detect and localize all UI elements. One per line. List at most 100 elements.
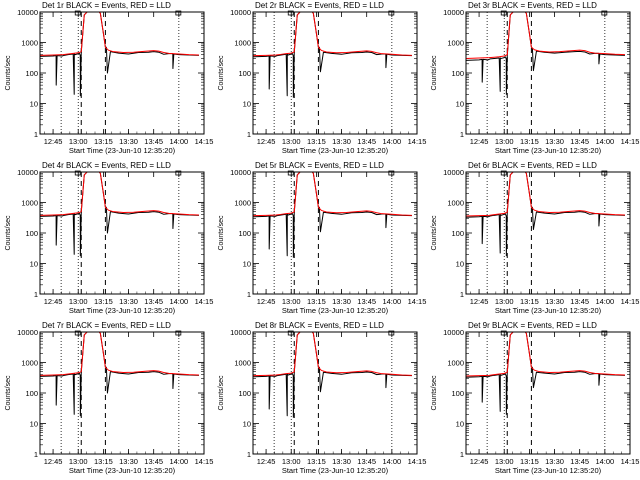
x-tick-label: 14:15 — [408, 137, 427, 146]
y-tick-label: 100 — [451, 69, 464, 78]
marker-box — [287, 10, 294, 16]
y-axis-label: Counts/sec — [431, 375, 438, 411]
y-axis-label: Counts/sec — [218, 215, 225, 251]
series-events — [40, 172, 199, 257]
x-tick-label: 14:15 — [195, 297, 214, 306]
series-lld — [466, 12, 625, 59]
x-tick-label: 14:00 — [382, 457, 401, 466]
plot-area — [466, 172, 625, 294]
y-tick-label: 1000 — [234, 39, 251, 48]
series-events — [253, 12, 412, 98]
x-tick-label: 13:45 — [570, 297, 589, 306]
y-tick-label: 10 — [243, 420, 251, 429]
x-tick-label: 14:15 — [408, 297, 427, 306]
y-axis-label: Counts/sec — [5, 215, 12, 251]
x-tick-label: 13:30 — [332, 457, 351, 466]
y-tick-label: 10000 — [230, 328, 251, 337]
x-tick-label: 13:00 — [69, 137, 88, 146]
marker-box — [601, 330, 608, 336]
x-tick-label: 12:45 — [257, 137, 276, 146]
marker-box — [74, 170, 81, 176]
panel-title: Det 3r BLACK = Events, RED = LLD — [468, 1, 597, 10]
y-tick-label: 10 — [30, 100, 38, 109]
y-axis-label: Counts/sec — [5, 375, 12, 411]
panel-det-2: Counts/sec Det 2r BLACK = Events, RED = L… — [218, 1, 426, 155]
panel-det-6: Counts/sec Det 6r BLACK = Events, RED = L… — [431, 161, 639, 315]
y-tick-label: 1 — [460, 130, 464, 139]
y-axis-label: Counts/sec — [431, 215, 438, 251]
series-events — [40, 12, 199, 97]
x-tick-label: 13:15 — [307, 297, 326, 306]
y-tick-label: 1 — [460, 450, 464, 459]
plot-frame — [252, 171, 418, 295]
y-tick-label: 10000 — [17, 328, 38, 337]
y-axis-label: Counts/sec — [5, 55, 12, 91]
series-lld — [40, 332, 199, 376]
panel-title: Det 4r BLACK = Events, RED = LLD — [42, 161, 171, 170]
x-tick-label: 13:15 — [520, 137, 539, 146]
y-tick-label: 10 — [456, 260, 464, 269]
x-tick-label: 12:45 — [470, 297, 489, 306]
marker-box — [287, 330, 294, 336]
y-tick-label: 100 — [238, 389, 251, 398]
x-tick-label: 14:00 — [382, 137, 401, 146]
x-tick-label: 13:30 — [119, 457, 138, 466]
marker-box — [601, 10, 608, 16]
x-tick-label: 13:45 — [144, 297, 163, 306]
plot-frame — [252, 331, 418, 455]
plot-frame — [39, 11, 205, 135]
x-axis-label: Start Time (23-Jun-10 12:35:20) — [69, 146, 176, 155]
series-events — [466, 172, 625, 257]
x-axis-label: Start Time (23-Jun-10 12:35:20) — [495, 146, 602, 155]
series-events — [40, 332, 199, 417]
marker-box — [388, 330, 395, 336]
y-tick-label: 10 — [30, 260, 38, 269]
y-tick-label: 1 — [34, 450, 38, 459]
x-tick-label: 12:45 — [257, 457, 276, 466]
series-lld — [40, 12, 199, 56]
x-tick-label: 12:45 — [470, 457, 489, 466]
y-tick-label: 10 — [243, 100, 251, 109]
plot-area — [40, 332, 199, 454]
y-tick-label: 1000 — [447, 359, 464, 368]
y-axis-label: Counts/sec — [218, 375, 225, 411]
x-tick-label: 13:15 — [94, 137, 113, 146]
y-tick-label: 10000 — [230, 8, 251, 17]
panel-det-7: Counts/sec Det 7r BLACK = Events, RED = L… — [5, 321, 213, 475]
x-tick-label: 13:00 — [495, 457, 514, 466]
marker-box — [500, 330, 507, 336]
y-tick-label: 100 — [238, 229, 251, 238]
series-lld — [253, 172, 412, 217]
x-tick-label: 13:45 — [144, 457, 163, 466]
panel-det-1: Counts/sec Det 1r BLACK = Events, RED = L… — [5, 1, 213, 155]
plot-frame — [465, 171, 631, 295]
y-axis-label: Counts/sec — [218, 55, 225, 91]
panel-title: Det 6r BLACK = Events, RED = LLD — [468, 161, 597, 170]
y-tick-label: 100 — [451, 229, 464, 238]
x-tick-label: 13:45 — [570, 457, 589, 466]
panel-det-8: Counts/sec Det 8r BLACK = Events, RED = L… — [218, 321, 426, 475]
y-tick-label: 1000 — [447, 39, 464, 48]
x-tick-label: 13:00 — [282, 137, 301, 146]
x-tick-label: 14:00 — [595, 137, 614, 146]
plot-area — [253, 12, 412, 134]
plot-area — [253, 172, 412, 294]
x-axis-label: Start Time (23-Jun-10 12:35:20) — [495, 466, 602, 475]
x-tick-label: 12:45 — [470, 137, 489, 146]
series-lld — [466, 332, 625, 377]
x-tick-label: 12:45 — [44, 457, 63, 466]
panel-title: Det 1r BLACK = Events, RED = LLD — [42, 1, 171, 10]
x-axis-label: Start Time (23-Jun-10 12:35:20) — [69, 306, 176, 315]
x-tick-label: 13:15 — [520, 297, 539, 306]
x-tick-label: 14:15 — [621, 137, 640, 146]
x-tick-label: 13:45 — [357, 137, 376, 146]
plot-frame — [39, 331, 205, 455]
series-lld — [253, 332, 412, 377]
marker-box — [388, 170, 395, 176]
panel-det-9: Counts/sec Det 9r BLACK = Events, RED = L… — [431, 321, 639, 475]
marker-box — [175, 170, 182, 176]
y-tick-label: 1000 — [21, 39, 38, 48]
y-tick-label: 1 — [34, 290, 38, 299]
series-lld — [253, 12, 412, 57]
